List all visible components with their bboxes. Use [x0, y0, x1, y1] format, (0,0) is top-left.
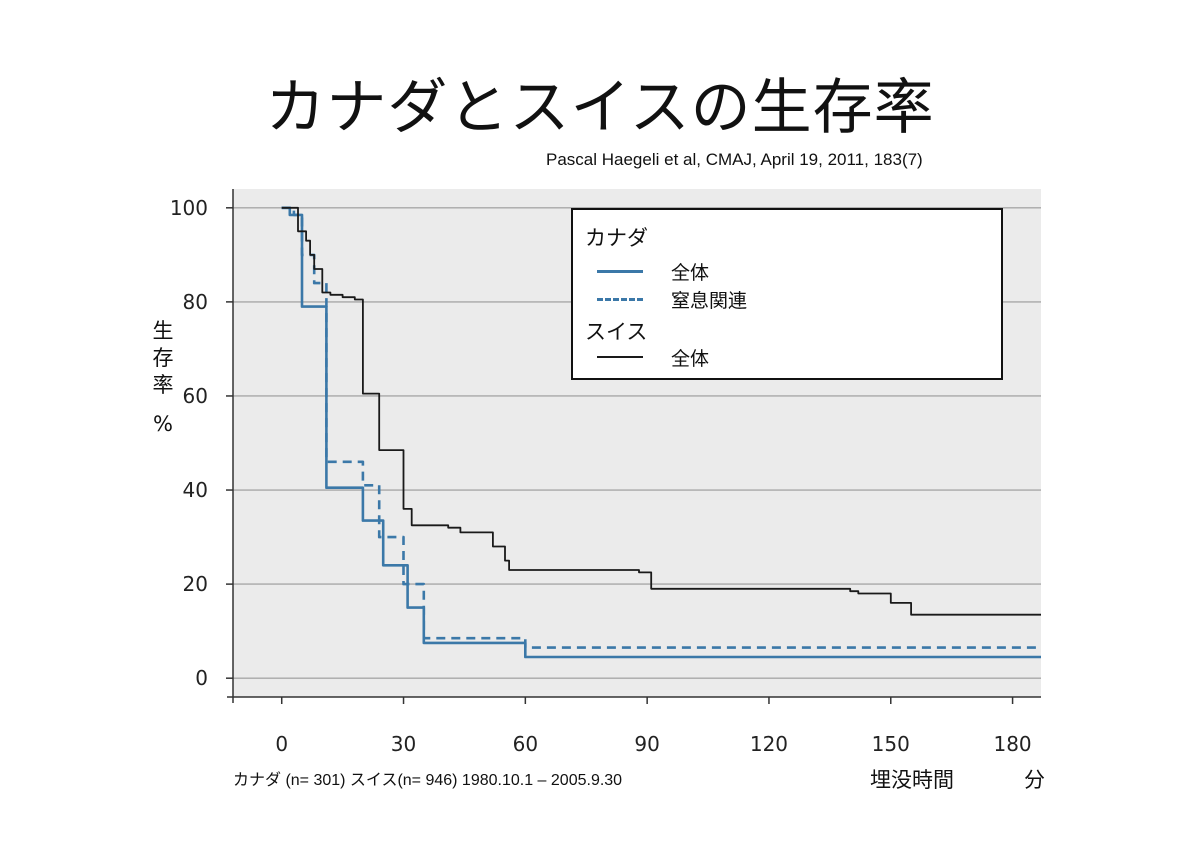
y-tick-label-20: 20 [183, 572, 208, 596]
y-axis-title: 生存率 [152, 319, 174, 397]
x-tick-label-180: 180 [993, 732, 1031, 756]
x-tick-label-90: 90 [634, 732, 659, 756]
chart-legend: カナダ 全体 窒息関連 スイス 全体 [571, 208, 1003, 380]
x-tick-label-30: 30 [391, 732, 416, 756]
x-axis-unit: 分 [1024, 768, 1045, 792]
y-axis-unit: % [153, 412, 173, 436]
legend-entry-label: 全体 [671, 262, 710, 284]
y-tick-label-0: 0 [195, 666, 208, 690]
legend-entry-canada-asphyxia: 窒息関連 [597, 286, 977, 312]
y-tick-label-60: 60 [183, 384, 208, 408]
legend-swatch-solid-black [597, 356, 643, 358]
x-tick-label-0: 0 [275, 732, 288, 756]
x-tick-label-150: 150 [872, 732, 910, 756]
legend-group-switzerland: スイス [585, 320, 648, 344]
x-tick-label-120: 120 [750, 732, 788, 756]
legend-swatch-solid-blue [597, 270, 643, 273]
legend-entry-canada-overall: 全体 [597, 258, 977, 284]
x-tick-label-60: 60 [513, 732, 538, 756]
y-tick-label-40: 40 [183, 478, 208, 502]
legend-entry-label: 全体 [671, 348, 710, 370]
legend-swatch-dashed-blue [597, 298, 643, 301]
y-axis-label: 生存率 % [150, 318, 176, 438]
citation: Pascal Haegeli et al, CMAJ, April 19, 20… [546, 150, 923, 169]
legend-entry-switzerland-overall: 全体 [597, 344, 977, 370]
legend-entry-label: 窒息関連 [671, 290, 748, 312]
legend-group-canada: カナダ [585, 226, 648, 250]
page-title: カナダとスイスの生存率 [265, 73, 935, 143]
series-line-switzerland-overall [281, 206, 1041, 616]
y-tick-label-100: 100 [170, 196, 208, 220]
y-tick-label-80: 80 [183, 290, 208, 314]
series-line-canada-asphyxia [281, 206, 1041, 649]
x-axis-title: 埋没時間 [870, 768, 954, 792]
footnote: カナダ (n= 301) スイス(n= 946) 1980.10.1 – 200… [233, 772, 623, 789]
series-line-canada-overall [281, 206, 1041, 659]
